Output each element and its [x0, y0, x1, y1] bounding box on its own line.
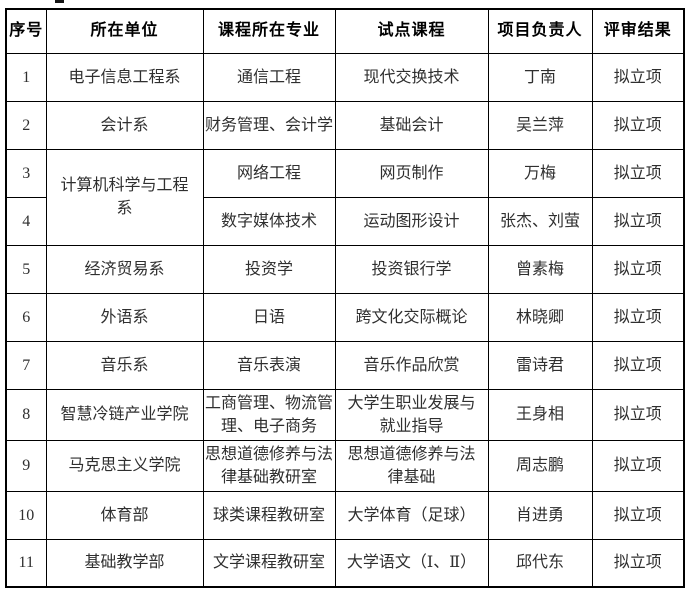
- leader-cell: 万梅: [487, 148, 593, 198]
- result-cell: 拟立项: [591, 100, 685, 150]
- major-cell: 投资学: [202, 244, 336, 294]
- result-cell: 拟立项: [591, 292, 685, 342]
- leader-cell: 丁南: [487, 52, 593, 102]
- table-row: 4 数字媒体技术 运动图形设计 张杰、刘萤 拟立项: [5, 196, 685, 246]
- result-cell: 拟立项: [591, 52, 685, 102]
- table-body: 1 电子信息工程系 通信工程 现代交换技术 丁南 拟立项 2 会计系 财务管理、会计学 基础会计吴…: [5, 52, 685, 588]
- major-cell: 文学课程教研室: [202, 538, 336, 588]
- serial-number-cell: 11: [5, 538, 47, 588]
- column-header-serial-number: 序号: [5, 8, 47, 54]
- result-cell: 拟立项: [591, 148, 685, 198]
- leader-cell: 肖进勇: [487, 490, 593, 540]
- table-row: 10 体育部 球类课程教研室 大学体育（足球） 肖进勇 拟立项: [5, 490, 685, 540]
- leader-cell: 曾素梅: [487, 244, 593, 294]
- leader-cell: 周志鹏: [487, 439, 593, 492]
- column-header-unit: 所在单位: [45, 8, 204, 54]
- major-cell: 数字媒体技术: [202, 196, 336, 246]
- serial-number-cell: 9: [5, 439, 47, 492]
- major-cell: 日语: [202, 292, 336, 342]
- serial-number-cell: 4: [5, 196, 47, 246]
- table-row: 11 基础教学部 文学课程教研室 大学语文（Ⅰ、Ⅱ） 邱代东 拟立项: [5, 538, 685, 588]
- column-header-result: 评审结果: [591, 8, 685, 54]
- serial-number-cell: 8: [5, 388, 47, 441]
- table-row: 7 音乐系 音乐表演 音乐作品欣赏 雷诗君 拟立项: [5, 340, 685, 390]
- unit-cell: 基础教学部: [45, 538, 204, 588]
- course-cell: 运动图形设计: [334, 196, 489, 246]
- cropped-text-fragment: [55, 0, 64, 3]
- table-row: 2 会计系 财务管理、会计学 基础会计 吴兰萍 拟立项: [5, 100, 685, 150]
- course-cell: 音乐作品欣赏: [334, 340, 489, 390]
- major-cell: 思想道德修养与法律基础教研室: [202, 439, 336, 492]
- table-row: 1 电子信息工程系 通信工程 现代交换技术 丁南 拟立项: [5, 52, 685, 102]
- serial-number-cell: 6: [5, 292, 47, 342]
- major-cell: 工商管理、物流管理、电子商务: [202, 388, 336, 441]
- course-cell: 跨文化交际概论: [334, 292, 489, 342]
- unit-cell: 电子信息工程系: [45, 52, 204, 102]
- major-cell: 财务管理、会计学: [202, 100, 336, 150]
- course-cell: 大学语文（Ⅰ、Ⅱ）: [334, 538, 489, 588]
- leader-cell: 张杰、刘萤: [487, 196, 593, 246]
- result-cell: 拟立项: [591, 340, 685, 390]
- leader-cell: 林晓卿: [487, 292, 593, 342]
- course-cell: 大学体育（足球）: [334, 490, 489, 540]
- unit-cell: 音乐系: [45, 340, 204, 390]
- serial-number-cell: 2: [5, 100, 47, 150]
- table-row: 8 智慧冷链产业学院 工商管理、物流管理、电子商务 大学生职业发展与就业指导 王身相 拟立…: [5, 388, 685, 441]
- result-cell: 拟立项: [591, 196, 685, 246]
- table-row: 9 马克思主义学院 思想道德修养与法律基础教研室 思想道德修养与法律基础 周志鹏 拟立项: [5, 439, 685, 492]
- result-cell: 拟立项: [591, 538, 685, 588]
- course-cell: 大学生职业发展与就业指导: [334, 388, 489, 441]
- result-cell: 拟立项: [591, 490, 685, 540]
- serial-number-cell: 7: [5, 340, 47, 390]
- result-cell: 拟立项: [591, 388, 685, 441]
- serial-number-cell: 1: [5, 52, 47, 102]
- serial-number-cell: 3: [5, 148, 47, 198]
- major-cell: 球类课程教研室: [202, 490, 336, 540]
- table-row: 3 计算机科学与工程系 网络工程 网页制作 万梅 拟立项: [5, 148, 685, 246]
- unit-cell: 外语系: [45, 292, 204, 342]
- header-row: 序号 所在单位 课程所在专业 试点课程 项目负责人 评审结果: [5, 8, 685, 54]
- serial-number-cell: 5: [5, 244, 47, 294]
- course-review-table: 序号 所在单位 课程所在专业 试点课程 项目负责人 评审结果 1 电子信息工程系 通信工程 现代…: [5, 8, 685, 588]
- major-cell: 音乐表演: [202, 340, 336, 390]
- course-cell: 现代交换技术: [334, 52, 489, 102]
- unit-cell: 会计系: [45, 100, 204, 150]
- column-header-course: 试点课程: [334, 8, 489, 54]
- column-header-major: 课程所在专业: [202, 8, 336, 54]
- course-cell: 思想道德修养与法律基础: [334, 439, 489, 492]
- leader-cell: 邱代东: [487, 538, 593, 588]
- course-cell: 投资银行学: [334, 244, 489, 294]
- unit-cell: 马克思主义学院: [45, 439, 204, 492]
- leader-cell: 雷诗君: [487, 340, 593, 390]
- table-row: 5 经济贸易系 投资学 投资银行学 曾素梅 拟立项: [5, 244, 685, 294]
- leader-cell: 王身相: [487, 388, 593, 441]
- unit-cell: 体育部: [45, 490, 204, 540]
- unit-cell: 经济贸易系: [45, 244, 204, 294]
- major-cell: 通信工程: [202, 52, 336, 102]
- column-header-leader: 项目负责人: [487, 8, 593, 54]
- course-cell: 网页制作: [334, 148, 489, 198]
- leader-cell: 吴兰萍: [487, 100, 593, 150]
- result-cell: 拟立项: [591, 439, 685, 492]
- table-row: 6 外语系 日语 跨文化交际概论 林晓卿 拟立项: [5, 292, 685, 342]
- serial-number-cell: 10: [5, 490, 47, 540]
- result-cell: 拟立项: [591, 244, 685, 294]
- unit-cell: 智慧冷链产业学院: [45, 388, 204, 441]
- course-cell: 基础会计: [334, 100, 489, 150]
- major-cell: 网络工程: [202, 148, 336, 198]
- unit-cell: 计算机科学与工程系: [45, 148, 204, 246]
